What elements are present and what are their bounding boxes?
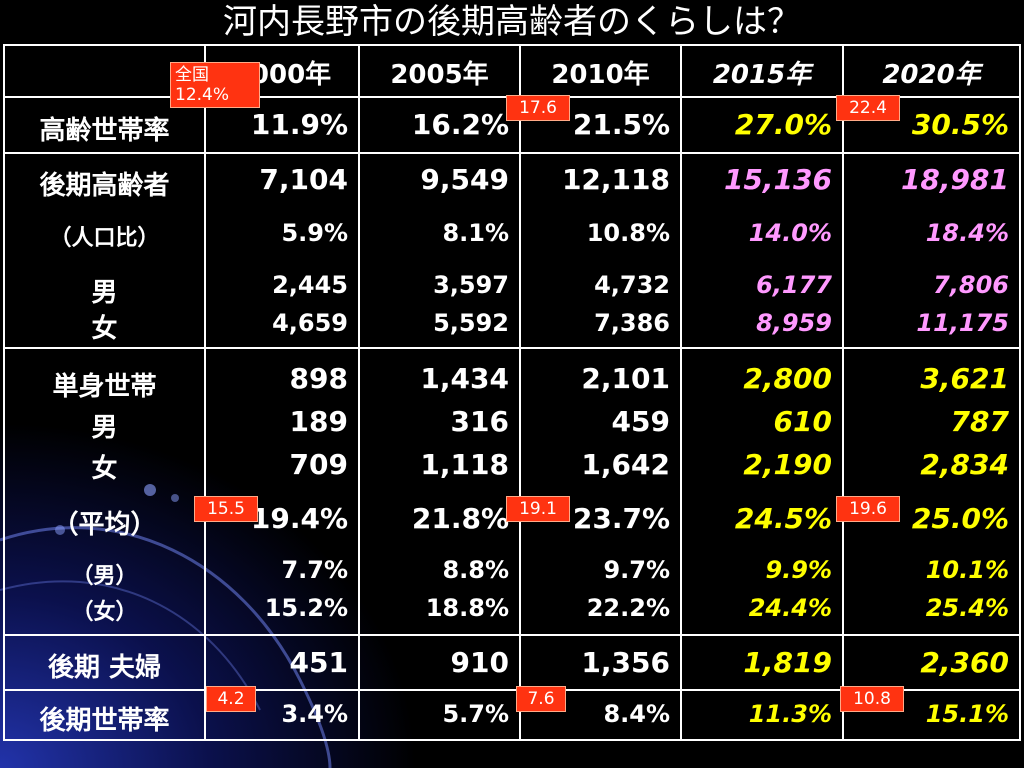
male-2015: 6,177 — [756, 271, 832, 299]
label-avg: （平均） — [52, 510, 157, 540]
single-male-2020: 787 — [950, 405, 1009, 438]
badge-national: 全国 12.4% — [170, 62, 260, 108]
late-household-rate-2020: 15.1% — [925, 700, 1009, 728]
pop-ratio-2015: 14.0% — [748, 219, 832, 247]
pop-ratio-2005: 8.1% — [442, 219, 509, 247]
aging-rate-2015: 27.0% — [734, 108, 832, 141]
avg-male-2020: 10.1% — [925, 556, 1009, 584]
single-male-2015: 610 — [773, 405, 832, 438]
header-2010: 2010年 — [551, 60, 650, 90]
late-elderly-2010: 12,118 — [561, 163, 670, 196]
couples-2015: 1,819 — [743, 646, 832, 679]
late-elderly-2015: 15,136 — [723, 163, 832, 196]
single-2010: 2,101 — [581, 362, 670, 395]
header-2005: 2005年 — [390, 60, 489, 90]
single-male-2010: 459 — [611, 405, 670, 438]
late-household-rate-2005: 5.7% — [442, 700, 509, 728]
couples-2010: 1,356 — [581, 646, 670, 679]
avg-female-2020: 25.4% — [925, 594, 1009, 622]
label-pop-ratio: （人口比） — [49, 226, 160, 251]
badge-aging-2020: 22.4 — [836, 95, 900, 121]
pop-ratio-2000: 5.9% — [281, 219, 348, 247]
avg-female-2005: 18.8% — [425, 594, 509, 622]
header-2015: 2015年 — [712, 60, 812, 90]
data-table: 2000年 2005年 2010年 2015年 2020年 高齢世帯率 11.9… — [3, 44, 1021, 741]
badge-aging-2010: 17.6 — [506, 95, 570, 121]
pop-ratio-2020: 18.4% — [925, 219, 1009, 247]
female-2015: 8,959 — [756, 309, 832, 337]
avg-male-2000: 7.7% — [281, 556, 348, 584]
badge-avg-2000: 15.5 — [194, 496, 258, 522]
label-single: 単身世帯 — [52, 372, 157, 402]
label-avg-male: （男） — [71, 564, 138, 589]
badge-late-2000: 4.2 — [206, 686, 256, 712]
late-elderly-2020: 18,981 — [900, 163, 1009, 196]
avg-female-2010: 22.2% — [586, 594, 670, 622]
female-2005: 5,592 — [433, 309, 509, 337]
single-2005: 1,434 — [420, 362, 509, 395]
badge-avg-2010: 19.1 — [506, 496, 570, 522]
page-title: 河内長野市の後期高齢者のくらしは？ — [223, 2, 801, 42]
single-male-2000: 189 — [289, 405, 348, 438]
aging-rate-2005: 16.2% — [411, 108, 509, 141]
label-single-female: 女 — [91, 454, 118, 484]
late-household-rate-2000: 3.4% — [281, 700, 348, 728]
single-female-2005: 1,118 — [420, 448, 509, 481]
avg-2015: 24.5% — [734, 502, 832, 535]
single-female-2000: 709 — [289, 448, 348, 481]
male-2005: 3,597 — [433, 271, 509, 299]
badge-avg-2020: 19.6 — [836, 496, 900, 522]
single-female-2020: 2,834 — [920, 448, 1009, 481]
header-2020: 2020年 — [882, 60, 981, 90]
couples-2005: 910 — [450, 646, 509, 679]
couples-2020: 2,360 — [920, 646, 1009, 679]
aging-rate-2010: 21.5% — [572, 108, 670, 141]
female-2020: 11,175 — [916, 309, 1009, 337]
label-avg-female: （女） — [71, 600, 138, 625]
badge-national-value: 12.4% — [175, 85, 230, 105]
avg-2000: 19.4% — [250, 502, 348, 535]
avg-2010: 23.7% — [572, 502, 670, 535]
female-2010: 7,386 — [594, 309, 670, 337]
label-male: 男 — [91, 278, 118, 308]
female-2000: 4,659 — [272, 309, 348, 337]
late-elderly-2000: 7,104 — [259, 163, 348, 196]
avg-female-2000: 15.2% — [264, 594, 348, 622]
badge-late-2010: 7.6 — [516, 686, 566, 712]
label-couples: 後期 夫婦 — [47, 653, 162, 683]
avg-2005: 21.8% — [411, 502, 509, 535]
pop-ratio-2010: 10.8% — [586, 219, 670, 247]
label-late-elderly: 後期高齢者 — [39, 171, 170, 201]
avg-2020: 25.0% — [911, 502, 1009, 535]
male-2000: 2,445 — [272, 271, 348, 299]
late-household-rate-2015: 11.3% — [748, 700, 832, 728]
avg-male-2010: 9.7% — [603, 556, 670, 584]
badge-late-2020: 10.8 — [840, 686, 904, 712]
aging-rate-2020: 30.5% — [911, 108, 1009, 141]
male-2010: 4,732 — [594, 271, 670, 299]
late-household-rate-2010: 8.4% — [603, 700, 670, 728]
avg-male-2015: 9.9% — [765, 556, 832, 584]
single-2000: 898 — [289, 362, 348, 395]
male-2020: 7,806 — [933, 271, 1009, 299]
avg-male-2005: 8.8% — [442, 556, 509, 584]
avg-female-2015: 24.4% — [748, 594, 832, 622]
label-single-male: 男 — [91, 413, 118, 443]
badge-national-label: 全国 — [175, 65, 209, 85]
aging-rate-2000: 11.9% — [250, 108, 348, 141]
label-late-household-rate: 後期世帯率 — [39, 706, 170, 736]
single-female-2010: 1,642 — [581, 448, 670, 481]
single-male-2005: 316 — [450, 405, 509, 438]
late-elderly-2005: 9,549 — [420, 163, 509, 196]
label-female: 女 — [91, 314, 118, 344]
single-2015: 2,800 — [743, 362, 832, 395]
label-aging-rate: 高齢世帯率 — [39, 116, 170, 146]
couples-2000: 451 — [289, 646, 348, 679]
single-female-2015: 2,190 — [743, 448, 832, 481]
single-2020: 3,621 — [920, 362, 1009, 395]
